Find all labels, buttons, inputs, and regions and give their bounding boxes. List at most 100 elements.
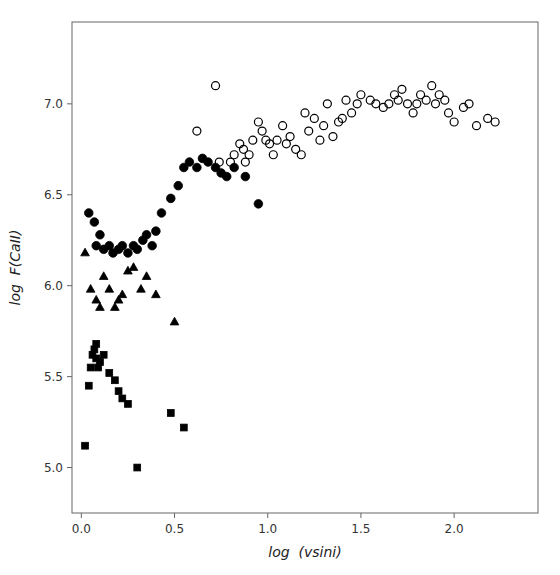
points [81,82,499,471]
x-tick-label: 2.0 [445,522,464,536]
x-axis-label: log (vsini) [268,544,341,560]
x-tick [174,513,175,518]
open-circle-point [310,114,318,122]
circle-point [254,200,263,209]
open-circle-point [398,85,406,93]
circle-point [157,209,166,218]
open-circle-point [266,140,274,148]
open-circle-point [353,100,361,108]
square-point [180,424,187,431]
circle-point [152,227,161,236]
square-point [167,410,174,417]
triangle-point [92,295,101,303]
y-tick-label: 5.0 [44,461,63,475]
open-circle-point [254,118,262,126]
series-square [82,340,188,470]
square-point [115,388,122,395]
square-point [125,400,132,407]
circle-point [222,172,231,181]
open-circle-point [230,151,238,159]
square-point [111,377,118,384]
triangle-point [118,290,127,298]
square-point [106,370,113,377]
plot-frame [72,22,538,513]
open-circle-point [316,136,324,144]
open-circle-point [484,114,492,122]
circle-point [133,245,142,254]
y-tick [67,103,72,104]
x-tick [360,513,361,518]
open-circle-point [472,122,480,130]
open-circle-point [409,109,417,117]
y-tick [67,285,72,286]
y-tick-label: 6.5 [44,188,63,202]
circle-point [241,172,250,181]
x-tick-label: 1.0 [258,522,277,536]
circle-point [193,163,202,172]
square-point [100,351,107,358]
circle-point [124,249,133,258]
open-circle-point [404,100,412,108]
x-tick [454,513,455,518]
series-triangle [81,248,179,325]
y-tick [67,467,72,468]
open-circle-point [431,100,439,108]
y-tick-label: 5.5 [44,370,63,384]
y-tick [67,376,72,377]
square-point [85,382,92,389]
triangle-point [129,263,138,271]
circle-point [142,230,151,239]
x-tick-label: 1.5 [351,522,370,536]
y-axis-label: log F(CaII) [7,230,23,306]
y-tick-label: 6.0 [44,279,63,293]
open-circle-point [323,100,331,108]
y-tick-label: 7.0 [44,97,63,111]
square-point [87,364,94,371]
open-circle-point [301,109,309,117]
triangle-point [170,317,179,325]
open-circle-point [338,114,346,122]
circle-point [185,158,194,167]
square-point [97,359,104,366]
triangle-point [99,272,108,280]
circle-point [96,230,105,239]
open-circle-point [491,118,499,126]
circle-point [204,158,213,167]
open-circle-point [465,100,473,108]
chart: 0.0 0.5 1.0 1.5 2.0 5.0 5.5 6.0 6.5 7.0 log (vsini… [0,0,560,575]
open-circle-point [342,96,350,104]
square-point [82,442,89,449]
open-circle-point [394,96,402,104]
triangle-point [111,303,120,311]
circle-point [148,241,157,250]
open-circle-point [348,109,356,117]
open-circle-point [441,96,449,104]
series-open-circle [193,82,499,166]
open-circle-point [385,100,393,108]
square-point [134,464,141,471]
open-circle-point [305,127,313,135]
triangle-point [137,285,146,293]
open-circle-point [320,122,328,130]
open-circle-point [279,122,287,130]
open-circle-point [413,100,421,108]
open-circle-point [269,151,277,159]
open-circle-point [372,100,380,108]
circle-point [90,218,99,227]
open-circle-point [357,91,365,99]
open-circle-point [450,118,458,126]
open-circle-point [273,136,281,144]
triangle-point [86,285,95,293]
open-circle-point [258,127,266,135]
open-circle-point [193,127,201,135]
x-tick-label: 0.5 [165,522,184,536]
triangle-point [142,272,151,280]
open-circle-point [329,133,337,141]
triangle-point [96,303,105,311]
y-tick [67,194,72,195]
open-circle-point [245,151,253,159]
open-circle-point [212,82,220,90]
x-tick [81,513,82,518]
x-tick-label: 0.0 [72,522,91,536]
open-circle-point [422,96,430,104]
